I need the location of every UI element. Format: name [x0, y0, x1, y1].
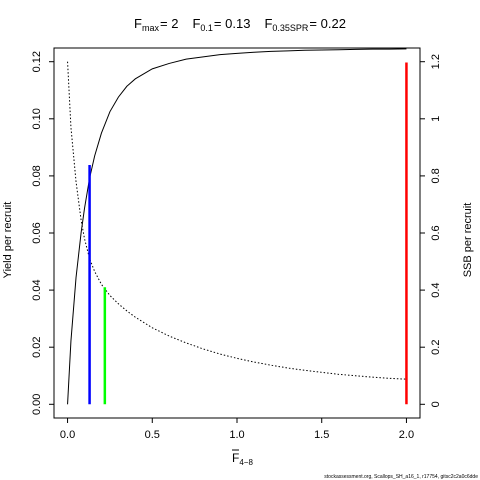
x-axis: 0.0 0.5 1.0 1.5 2.0	[60, 417, 414, 441]
y-right-tick-label: 0.4	[430, 282, 442, 297]
y-left-tick-label: 0.00	[31, 394, 43, 415]
x-tick-label: 0.5	[145, 429, 160, 441]
title-subscript: max	[142, 23, 160, 33]
title-value: = 2	[160, 16, 178, 31]
y-right-tick-label: 0	[430, 401, 442, 407]
y-right-tick-label: 0.2	[430, 340, 442, 355]
y-right-tick-label: 0.6	[430, 225, 442, 240]
y-axis-right: 0 0.2 0.4 0.6 0.8 1 1.2	[420, 54, 442, 407]
y-right-tick-label: 1.2	[430, 54, 442, 69]
x-tick-label: 2.0	[399, 429, 414, 441]
y-left-tick-label: 0.10	[31, 108, 43, 129]
title-subscript: 0.1	[200, 23, 213, 33]
y-right-tick-label: 1	[430, 116, 442, 122]
y-axis-left-label: Yield per recruit	[2, 202, 14, 279]
title-base: F	[134, 16, 142, 31]
ssb-per-recruit-curve	[67, 61, 407, 380]
title-text: Fmax= 2 F0.1= 0.13 F0.35SPR= 0.22	[134, 16, 346, 33]
chart-title: Fmax= 2 F0.1= 0.13 F0.35SPR= 0.22	[134, 16, 346, 33]
x-label-subscript: 4−8	[239, 458, 253, 467]
title-value: = 0.22	[309, 16, 346, 31]
y-axis-right-label: SSB per recruit	[462, 203, 474, 278]
x-tick-label: 0.0	[60, 429, 75, 441]
title-base: F	[264, 16, 272, 31]
y-left-tick-label: 0.08	[31, 165, 43, 186]
x-tick-label: 1.0	[229, 429, 244, 441]
x-tick-label: 1.5	[314, 429, 329, 441]
y-left-tick-label: 0.06	[31, 222, 43, 243]
x-axis-label: F4−8	[232, 449, 253, 467]
title-base: F	[192, 16, 200, 31]
reference-lines	[88, 62, 408, 405]
title-value: = 0.13	[214, 16, 251, 31]
x-axis-label-text: F4−8	[232, 451, 253, 467]
y-left-tick-label: 0.04	[31, 279, 43, 300]
footnote: stockassessment.org, Scallops_SH_a16_1, …	[324, 474, 478, 480]
x-label-base: F	[232, 451, 239, 465]
y-left-tick-label: 0.02	[31, 336, 43, 357]
y-right-tick-label: 0.8	[430, 168, 442, 183]
series-layer	[67, 48, 407, 405]
yield-per-recruit-curve	[67, 48, 407, 405]
y-axis-left: 0.00 0.02 0.04 0.06 0.08 0.10 0.12	[31, 51, 54, 415]
y-left-tick-label: 0.12	[31, 51, 43, 72]
title-subscript: 0.35SPR	[272, 23, 309, 33]
